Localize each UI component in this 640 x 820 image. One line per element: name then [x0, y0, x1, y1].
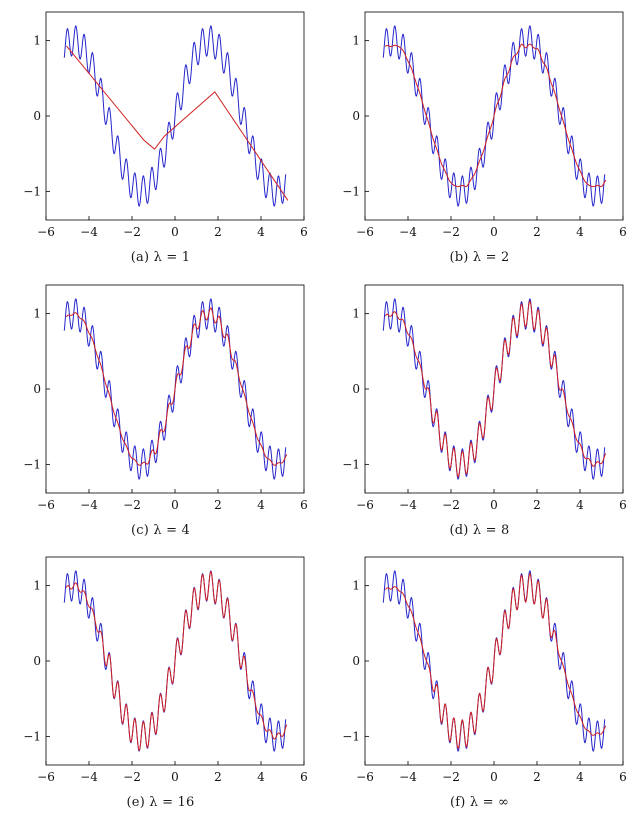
y-tick-label: 0: [33, 382, 41, 396]
chart-svg-d: −6 −4 −2 0 2 4 6 −1 0 1: [342, 284, 627, 512]
x-tick-label: −6: [37, 770, 55, 784]
x-tick-label: 0: [171, 770, 179, 784]
x-tick-label: 2: [214, 225, 222, 239]
x-tick-label: −4: [399, 225, 417, 239]
x-tick-label: −6: [37, 225, 55, 239]
x-tick-label: −2: [123, 770, 141, 784]
chart-svg-c: −6 −4 −2 0 2 4 6 −1 0 1: [23, 284, 308, 512]
x-tick-label: 2: [214, 770, 222, 784]
x-tick-label: −6: [356, 225, 374, 239]
x-tick-label: −2: [442, 770, 460, 784]
y-tick-label: 0: [352, 109, 360, 123]
x-tick-label: −6: [356, 498, 374, 512]
x-tick-label: 2: [533, 770, 541, 784]
x-tick-label: 6: [300, 225, 308, 239]
x-tick-label: 6: [619, 770, 627, 784]
x-tick-label: 4: [257, 498, 265, 512]
x-tick-label: 0: [490, 770, 498, 784]
plot-canvas-a: −6 −4 −2 0 2 4 6 −1 0 1: [10, 4, 312, 248]
chart-svg-b: −6 −4 −2 0 2 4 6 −1 0 1: [342, 11, 627, 239]
y-tick-label: −1: [23, 730, 41, 744]
fit-line: [384, 43, 606, 188]
x-tick-label: 4: [257, 225, 265, 239]
y-tick-label: 0: [352, 382, 360, 396]
x-tick-label: −2: [123, 498, 141, 512]
subplot-caption-c: (c) λ = 4: [130, 522, 191, 538]
fit-line: [65, 307, 287, 466]
plot-canvas-d: −6 −4 −2 0 2 4 6 −1 0 1: [329, 277, 631, 521]
fit-line: [65, 571, 287, 752]
plot-canvas-e: −6 −4 −2 0 2 4 6 −1 0 1: [10, 549, 312, 793]
x-tick-label: −2: [442, 225, 460, 239]
y-tick-label: 0: [33, 109, 41, 123]
x-tick-label: 2: [533, 498, 541, 512]
y-tick-label: −1: [342, 457, 360, 471]
y-tick-label: −1: [342, 184, 360, 198]
x-tick-label: 0: [171, 225, 179, 239]
subplot-f: −6 −4 −2 0 2 4 6 −1 0 1 (f) λ = ∞: [327, 549, 632, 820]
x-tick-label: −4: [80, 225, 98, 239]
x-tick-label: −6: [356, 770, 374, 784]
plot-canvas-b: −6 −4 −2 0 2 4 6 −1 0 1: [329, 4, 631, 248]
y-tick-label: 1: [352, 306, 360, 320]
x-tick-label: 0: [171, 498, 179, 512]
signal-line: [63, 25, 286, 207]
x-tick-label: −4: [80, 498, 98, 512]
y-tick-label: −1: [23, 457, 41, 471]
y-tick-label: −1: [23, 184, 41, 198]
subplot-e: −6 −4 −2 0 2 4 6 −1 0 1 (e) λ = 16: [8, 549, 313, 820]
y-tick-label: 1: [352, 579, 360, 593]
x-tick-label: 6: [300, 498, 308, 512]
y-tick-label: 1: [33, 306, 41, 320]
y-tick-label: 1: [33, 34, 41, 48]
y-tick-label: 1: [352, 34, 360, 48]
fit-line: [65, 45, 288, 201]
fit-line: [384, 300, 606, 478]
subplot-b: −6 −4 −2 0 2 4 6 −1 0 1 (b) λ = 2: [327, 4, 632, 275]
subplot-a: −6 −4 −2 0 2 4 6 −1 0 1 (a) λ = 1: [8, 4, 313, 275]
x-tick-label: 6: [619, 225, 627, 239]
y-tick-label: 1: [33, 579, 41, 593]
subplot-caption-b: (b) λ = 2: [449, 250, 510, 265]
subplot-caption-d: (d) λ = 8: [449, 522, 510, 538]
x-tick-label: 4: [257, 770, 265, 784]
chart-svg-f: −6 −4 −2 0 2 4 6 −1 0 1: [342, 556, 627, 784]
x-tick-label: −4: [399, 498, 417, 512]
x-tick-label: −6: [37, 498, 55, 512]
subplot-caption-f: (f) λ = ∞: [449, 795, 510, 811]
x-tick-label: 4: [576, 498, 584, 512]
x-tick-label: 6: [300, 770, 308, 784]
y-tick-label: 0: [33, 654, 41, 668]
x-tick-label: 6: [619, 498, 627, 512]
subplot-d: −6 −4 −2 0 2 4 6 −1 0 1 (d) λ = 8: [327, 277, 632, 548]
x-tick-label: −2: [442, 498, 460, 512]
x-tick-label: 2: [533, 225, 541, 239]
fit-line: [384, 573, 606, 750]
x-tick-label: −4: [80, 770, 98, 784]
plot-canvas-c: −6 −4 −2 0 2 4 6 −1 0 1: [10, 277, 312, 521]
x-tick-label: 4: [576, 770, 584, 784]
x-tick-label: −4: [399, 770, 417, 784]
x-tick-label: 4: [576, 225, 584, 239]
subplot-c: −6 −4 −2 0 2 4 6 −1 0 1 (c) λ = 4: [8, 277, 313, 548]
chart-svg-a: −6 −4 −2 0 2 4 6 −1 0 1: [23, 11, 308, 239]
subplot-caption-a: (a) λ = 1: [130, 250, 191, 265]
x-tick-label: −2: [123, 225, 141, 239]
chart-svg-e: −6 −4 −2 0 2 4 6 −1 0 1: [23, 556, 308, 784]
y-tick-label: 0: [352, 654, 360, 668]
plot-canvas-f: −6 −4 −2 0 2 4 6 −1 0 1: [329, 549, 631, 793]
y-tick-label: −1: [342, 730, 360, 744]
subplot-caption-e: (e) λ = 16: [126, 795, 195, 811]
x-tick-label: 2: [214, 498, 222, 512]
x-tick-label: 0: [490, 498, 498, 512]
x-tick-label: 0: [490, 225, 498, 239]
